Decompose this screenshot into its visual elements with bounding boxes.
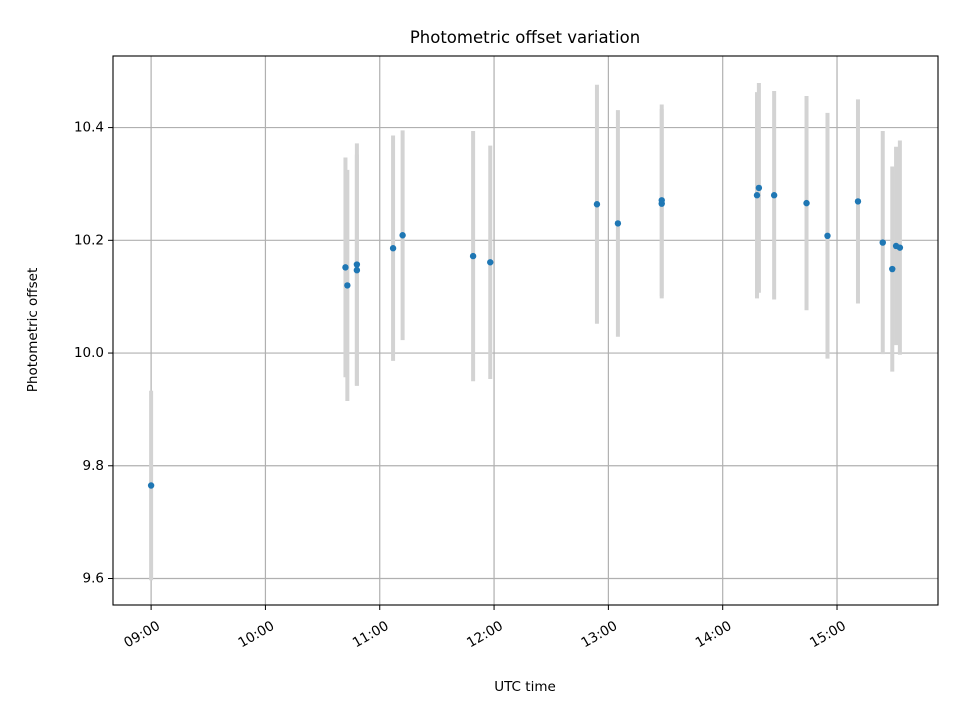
axis-ticks: 09:00 10:00 11:00 12:00 13:00 14:00 15:00 9.6 9.… — [74, 120, 849, 652]
y-tick-label: 10.2 — [74, 232, 104, 248]
data-point — [353, 261, 361, 268]
data-point — [824, 232, 831, 240]
data-point — [389, 245, 397, 252]
y-axis-label: Photometric offset — [25, 268, 41, 392]
x-tick-label: 09:00 — [121, 618, 163, 651]
x-tick-label: 14:00 — [693, 618, 735, 651]
y-tick-label: 10.4 — [74, 120, 104, 136]
data-point — [399, 232, 406, 239]
data-point — [487, 259, 494, 266]
x-tick-label: 15:00 — [807, 618, 849, 651]
data-point — [344, 282, 351, 289]
grid — [113, 56, 938, 605]
data-point — [803, 199, 810, 207]
chart-title: Photometric offset variation — [410, 28, 640, 47]
error-bars — [149, 83, 902, 581]
data-point — [753, 192, 761, 199]
data-point — [770, 192, 778, 199]
data-points — [147, 184, 904, 489]
data-point — [658, 197, 665, 204]
data-point — [593, 201, 601, 208]
data-point — [147, 482, 155, 489]
data-point — [879, 239, 886, 246]
data-point — [889, 265, 896, 273]
data-point — [614, 220, 622, 227]
data-point — [755, 184, 763, 192]
y-tick-label: 9.6 — [83, 571, 104, 587]
data-point — [896, 244, 904, 251]
x-tick-label: 12:00 — [464, 618, 506, 651]
x-tick-label: 11:00 — [350, 618, 392, 651]
y-tick-label: 10.0 — [74, 345, 104, 361]
data-point — [353, 266, 361, 274]
x-axis-label: UTC time — [494, 679, 556, 695]
data-point — [342, 264, 349, 271]
y-tick-label: 9.8 — [83, 458, 104, 474]
x-tick-label: 13:00 — [578, 618, 620, 651]
data-point — [854, 198, 862, 205]
x-tick-label: 10:00 — [236, 618, 278, 651]
plot-frame — [112, 55, 939, 606]
data-point — [469, 252, 477, 260]
